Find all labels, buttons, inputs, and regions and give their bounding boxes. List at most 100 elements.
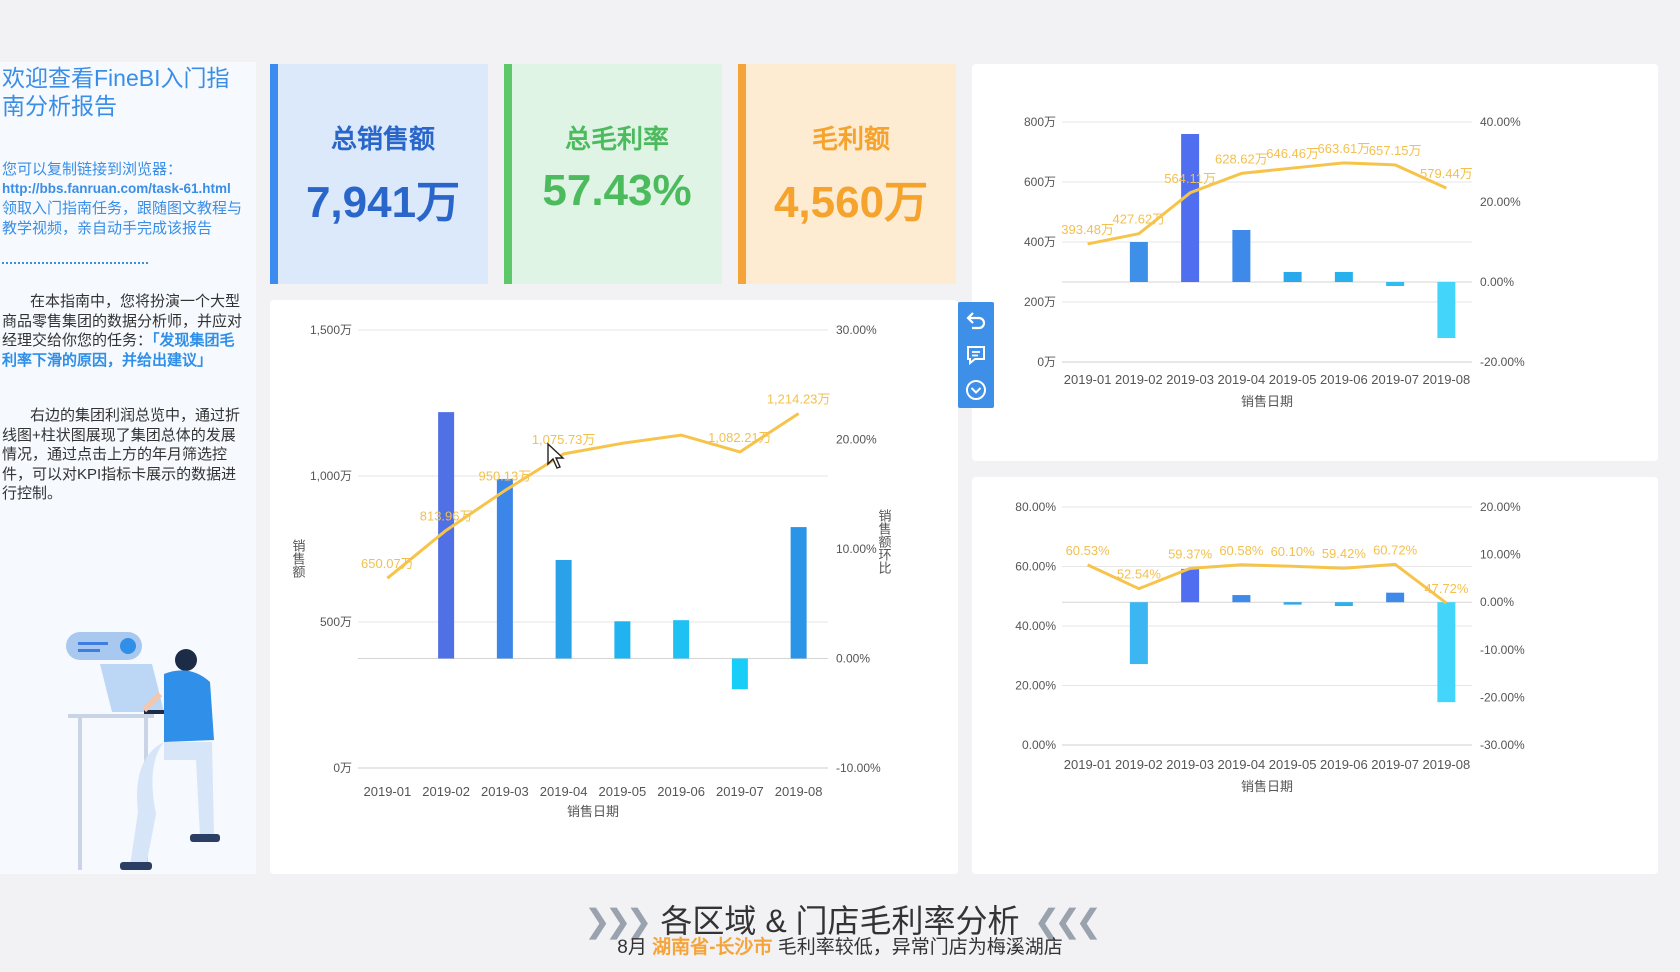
y-tick-label: 0.00% xyxy=(1022,738,1056,752)
data-label: 60.72% xyxy=(1373,542,1418,557)
data-label: 59.42% xyxy=(1322,546,1367,561)
y-tick-label: 1,000万 xyxy=(310,469,352,483)
y2-tick-label: 20.00% xyxy=(1480,500,1521,514)
task-link[interactable]: http://bbs.fanruan.com/task-61.html xyxy=(2,181,231,196)
data-label: 427.62万 xyxy=(1112,212,1165,227)
bar xyxy=(1386,282,1405,286)
y2-tick-label: 10.00% xyxy=(836,542,877,556)
dotted-divider xyxy=(2,262,148,264)
x-tick-label: 2019-03 xyxy=(1166,372,1214,387)
subtitle-text: 毛利率较低，异常门店为梅溪湖店 xyxy=(777,937,1063,958)
kpi-card-gross-margin[interactable]: 总毛利率 57.43% xyxy=(504,64,722,284)
kpi-value: 7,941万 xyxy=(305,178,461,227)
bar xyxy=(496,478,513,659)
data-label: 813.96万 xyxy=(420,508,473,523)
y-tick-label: 20.00% xyxy=(1015,679,1056,693)
x-tick-label: 2019-01 xyxy=(364,784,412,799)
sales-chart-card[interactable]: 0万 500万 1,000万 1,500万 -10.00% 0.00% 10.00% 20.0… xyxy=(270,300,958,874)
y-tick-label: 400万 xyxy=(1024,235,1056,249)
x-tick-label: 2019-01 xyxy=(1064,757,1112,772)
x-tick-label: 2019-06 xyxy=(1320,757,1368,772)
x-tick-label: 2019-05 xyxy=(1269,757,1317,772)
x-tick-label: 2019-07 xyxy=(1371,372,1419,387)
x-tick-label: 2019-08 xyxy=(1423,372,1471,387)
kpi-card-gross-profit[interactable]: 毛利额 4,560万 xyxy=(738,64,956,284)
data-label: 663.61万 xyxy=(1317,141,1370,156)
y2-tick-label: 20.00% xyxy=(1480,195,1521,209)
y2-tick-label: 0.00% xyxy=(836,652,870,666)
y-tick-label: 0万 xyxy=(1037,355,1056,369)
y-tick-label: 1,500万 xyxy=(310,323,352,337)
chevrons-right-icon: ❯❯❯ xyxy=(583,903,652,939)
y2-tick-label: -20.00% xyxy=(1480,355,1525,369)
data-label: 950.13万 xyxy=(478,469,531,484)
kpi-label: 总毛利率 xyxy=(564,124,669,154)
y2-tick-label: -10.00% xyxy=(836,761,881,775)
analyst-illustration xyxy=(66,632,220,870)
y2-tick-label: 0.00% xyxy=(1480,275,1514,289)
profit-chart[interactable]: 0万 200万 400万 600万 800万 -20.00% 0.00% 20.00% 40.0… xyxy=(972,64,1658,461)
margin-chart[interactable]: 0.00% 20.00% 40.00% 60.00% 80.00% -30.00% -20.… xyxy=(972,477,1658,874)
intro-paragraph-1: 在本指南中，您将扮演一个大型商品零售集团的数据分析师，并应对经理交给你您的任务：… xyxy=(2,292,248,370)
section-title: ❯❯❯ 各区域 & 门店毛利率分析 ❮❮❮ xyxy=(0,896,1680,942)
y-tick-label: 40.00% xyxy=(1015,619,1056,633)
x-tick-label: 2019-02 xyxy=(1115,757,1163,772)
kpi-accent-bar xyxy=(504,64,512,284)
x-tick-label: 2019-02 xyxy=(422,784,470,799)
data-label: 1,214.23万 xyxy=(767,391,831,406)
chart-toolbar xyxy=(958,302,994,408)
y-tick-label: 500万 xyxy=(320,615,352,629)
kpi-card-total-sales[interactable]: 总销售额 7,941万 xyxy=(270,64,488,284)
data-label: 59.37% xyxy=(1168,546,1213,561)
bar xyxy=(673,620,690,659)
intro-paragraph-2: 右边的集团利润总览中，通过折线图+柱状图展现了集团总体的发展情况，通过点击上方的… xyxy=(2,407,241,502)
data-label: 1,082.21万 xyxy=(708,430,772,445)
bar xyxy=(1334,272,1353,282)
data-label: 52.54% xyxy=(1117,567,1162,582)
x-tick-label: 2019-08 xyxy=(775,784,823,799)
y-tick-label: 60.00% xyxy=(1015,560,1056,574)
kpi-accent-bar xyxy=(270,64,278,284)
y2-tick-label: -10.00% xyxy=(1480,643,1525,657)
bar xyxy=(1386,592,1405,603)
bar xyxy=(555,559,572,659)
sales-chart[interactable]: 0万 500万 1,000万 1,500万 -10.00% 0.00% 10.00% 20.0… xyxy=(270,300,958,874)
x-axis-title: 销售日期 xyxy=(567,804,619,819)
bar xyxy=(1129,242,1148,282)
x-axis-title: 销售日期 xyxy=(1241,779,1293,794)
y-tick-label: 800万 xyxy=(1024,115,1056,129)
collapse-icon[interactable] xyxy=(964,378,988,402)
link-description: 领取入门指南任务，跟随图文教程与教学视频，亲自动手完成该报告 xyxy=(2,200,243,237)
data-label: 60.58% xyxy=(1219,543,1264,558)
x-tick-label: 2019-04 xyxy=(1218,372,1266,387)
bar xyxy=(1437,602,1456,703)
undo-icon[interactable] xyxy=(964,308,988,332)
y-tick-label: 600万 xyxy=(1024,175,1056,189)
profit-chart-card[interactable]: 0万 200万 400万 600万 800万 -20.00% 0.00% 20.00% 40.0… xyxy=(972,64,1658,461)
y-axis-title: 销售额 xyxy=(291,539,306,579)
line-series xyxy=(1086,562,1448,605)
data-label: 60.10% xyxy=(1271,544,1316,559)
y2-tick-label: 20.00% xyxy=(836,433,877,447)
data-label: 657.15万 xyxy=(1369,143,1422,158)
subtitle-month: 8月 xyxy=(617,937,647,958)
x-tick-label: 2019-06 xyxy=(657,784,705,799)
bar xyxy=(1232,595,1251,603)
section-subtitle: 8月 湖南省-长沙市 毛利率较低，异常门店为梅溪湖店 xyxy=(0,932,1680,959)
subtitle-region: 湖南省-长沙市 xyxy=(652,937,773,958)
y2-tick-label: 10.00% xyxy=(1480,548,1521,562)
bar xyxy=(1181,134,1200,282)
x-tick-label: 2019-08 xyxy=(1423,757,1471,772)
comment-icon[interactable] xyxy=(964,343,988,367)
x-tick-label: 2019-04 xyxy=(1218,757,1266,772)
data-label: 579.44万 xyxy=(1420,166,1473,181)
bar xyxy=(1334,602,1353,607)
bar xyxy=(1283,602,1302,605)
x-tick-label: 2019-05 xyxy=(599,784,647,799)
margin-chart-card[interactable]: 0.00% 20.00% 40.00% 60.00% 80.00% -30.00% -20.… xyxy=(972,477,1658,874)
kpi-label: 毛利额 xyxy=(811,124,890,154)
para1-text: 在本指南中，您将扮演一个大型商品零售集团的数据分析师，并应对经理交给你您的任务： xyxy=(2,293,243,349)
bar xyxy=(438,412,455,659)
x-tick-label: 2019-07 xyxy=(716,784,764,799)
intro-title: 欢迎查看FineBI入门指南分析报告 xyxy=(2,65,230,119)
